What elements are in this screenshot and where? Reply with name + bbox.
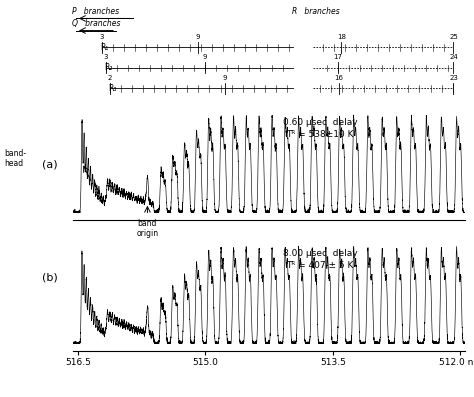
Text: 16: 16 [335,75,344,81]
Text: band-
head: band- head [5,149,27,168]
Text: 3: 3 [99,34,104,40]
Text: 18: 18 [337,34,346,40]
Text: 25: 25 [449,34,458,40]
Text: Q   branches: Q branches [72,19,120,28]
Text: R   branches: R branches [292,7,340,15]
Text: 2: 2 [108,75,112,81]
Text: band
origin: band origin [137,219,158,238]
Text: 17: 17 [333,54,342,60]
Text: R₃: R₃ [109,84,117,93]
Text: 8.00 μsec  delay
Tᴿ = 407 ± 5 K: 8.00 μsec delay Tᴿ = 407 ± 5 K [283,249,357,270]
Text: 24: 24 [449,54,458,60]
Text: 9: 9 [222,75,227,81]
Text: R₂: R₂ [104,64,113,72]
Text: 23: 23 [449,75,458,81]
Text: (a): (a) [42,160,57,170]
Text: R₁: R₁ [100,43,109,52]
Text: P   branches: P branches [73,7,119,15]
Text: 0.60 μsec  delay
Tᴿ = 538±10 K: 0.60 μsec delay Tᴿ = 538±10 K [283,118,357,139]
Text: 9: 9 [203,54,207,60]
Text: 9: 9 [195,34,200,40]
Text: 3: 3 [103,54,108,60]
Text: (b): (b) [42,273,58,283]
